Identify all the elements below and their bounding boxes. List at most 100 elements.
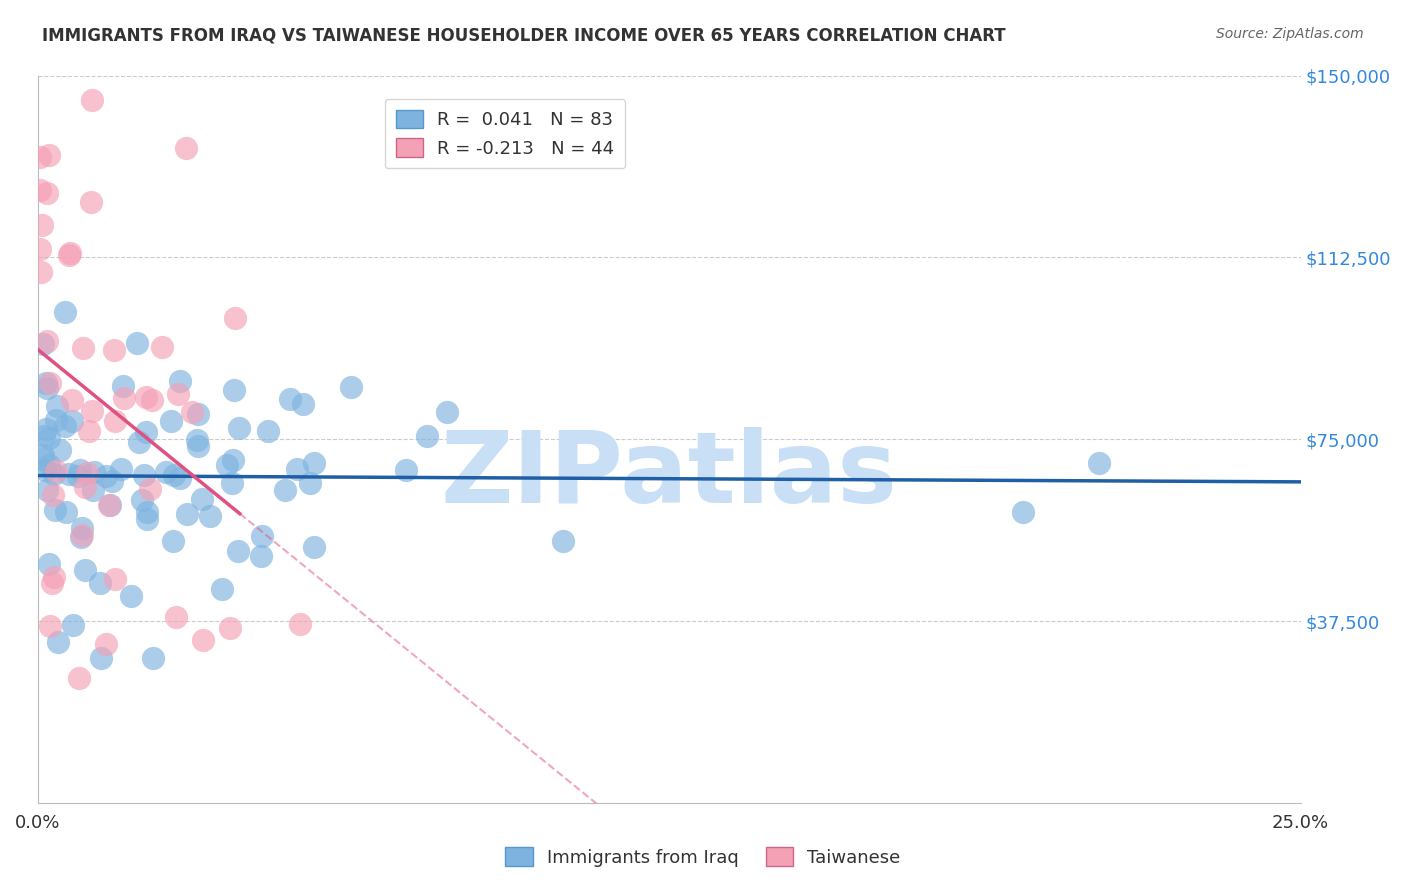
Immigrants from Iraq [120,589,142,603]
Immigrants from Iraq [551,534,574,549]
Immigrants from Iraq [291,397,314,411]
Immigrants from Iraq [394,463,416,477]
Taiwanese [67,672,90,686]
Immigrants from Iraq [256,425,278,439]
Taiwanese [139,483,162,497]
Immigrants from Iraq [217,458,239,472]
Immigrants from Iraq [187,439,209,453]
Taiwanese [58,245,80,260]
Immigrants from Iraq [135,425,157,440]
Taiwanese [165,610,187,624]
Taiwanese [30,183,52,197]
Taiwanese [141,393,163,408]
Immigrants from Iraq [155,465,177,479]
Immigrants from Iraq [132,468,155,483]
Immigrants from Iraq [31,451,53,466]
Immigrants from Iraq [69,463,91,477]
Immigrants from Iraq [278,392,301,406]
Immigrants from Iraq [128,435,150,450]
Immigrants from Iraq [110,462,132,476]
Immigrants from Iraq [42,467,65,481]
Taiwanese [82,93,104,107]
Taiwanese [42,488,65,502]
Immigrants from Iraq [48,443,70,458]
Immigrants from Iraq [222,384,245,398]
Immigrants from Iraq [38,458,60,472]
Taiwanese [39,619,62,633]
Immigrants from Iraq [38,431,60,445]
Immigrants from Iraq [38,558,60,572]
Immigrants from Iraq [53,305,76,319]
Immigrants from Iraq [35,381,58,395]
Immigrants from Iraq [127,335,149,350]
Immigrants from Iraq [302,540,325,554]
Legend: R =  0.041   N = 83, R = -0.213   N = 44: R = 0.041 N = 83, R = -0.213 N = 44 [385,99,626,169]
Taiwanese [103,414,125,428]
Immigrants from Iraq [35,422,58,436]
Immigrants from Iraq [62,617,84,632]
Text: ZIPatlas: ZIPatlas [440,427,897,524]
Immigrants from Iraq [163,468,186,483]
Immigrants from Iraq [83,466,105,480]
Immigrants from Iraq [45,412,67,426]
Immigrants from Iraq [198,508,221,523]
Taiwanese [174,141,197,155]
Immigrants from Iraq [211,582,233,596]
Taiwanese [167,386,190,401]
Immigrants from Iraq [186,434,208,448]
Immigrants from Iraq [55,505,77,519]
Immigrants from Iraq [67,469,90,483]
Taiwanese [77,424,100,438]
Immigrants from Iraq [436,405,458,419]
Immigrants from Iraq [55,418,77,433]
Taiwanese [76,466,98,480]
Immigrants from Iraq [252,529,274,543]
Taiwanese [96,637,118,651]
Immigrants from Iraq [222,453,245,467]
Taiwanese [30,242,52,256]
Immigrants from Iraq [60,414,83,428]
Text: IMMIGRANTS FROM IRAQ VS TAIWANESE HOUSEHOLDER INCOME OVER 65 YEARS CORRELATION C: IMMIGRANTS FROM IRAQ VS TAIWANESE HOUSEH… [42,27,1005,45]
Taiwanese [44,570,66,584]
Taiwanese [35,186,58,201]
Taiwanese [35,334,58,348]
Immigrants from Iraq [302,456,325,470]
Immigrants from Iraq [31,337,53,351]
Immigrants from Iraq [96,468,118,483]
Immigrants from Iraq [31,449,53,463]
Text: Source: ZipAtlas.com: Source: ZipAtlas.com [1216,27,1364,41]
Taiwanese [104,572,127,586]
Taiwanese [150,340,173,354]
Immigrants from Iraq [285,461,308,475]
Immigrants from Iraq [131,493,153,508]
Immigrants from Iraq [72,520,94,534]
Taiwanese [224,311,246,326]
Taiwanese [80,404,103,418]
Taiwanese [80,195,103,210]
Immigrants from Iraq [273,483,295,497]
Immigrants from Iraq [1087,456,1109,470]
Immigrants from Iraq [34,463,56,477]
Immigrants from Iraq [35,483,58,497]
Immigrants from Iraq [34,428,56,442]
Taiwanese [60,393,83,408]
Immigrants from Iraq [169,470,191,484]
Taiwanese [58,247,80,261]
Immigrants from Iraq [169,374,191,388]
Taiwanese [98,498,121,512]
Immigrants from Iraq [221,476,243,491]
Immigrants from Iraq [339,380,361,394]
Immigrants from Iraq [162,533,184,548]
Immigrants from Iraq [82,483,104,497]
Immigrants from Iraq [101,474,124,488]
Immigrants from Iraq [226,544,249,558]
Immigrants from Iraq [34,376,56,390]
Taiwanese [39,376,62,391]
Taiwanese [134,390,156,404]
Taiwanese [41,576,63,591]
Taiwanese [112,391,135,405]
Immigrants from Iraq [98,498,121,512]
Immigrants from Iraq [142,650,165,665]
Taiwanese [219,621,242,635]
Immigrants from Iraq [46,635,69,649]
